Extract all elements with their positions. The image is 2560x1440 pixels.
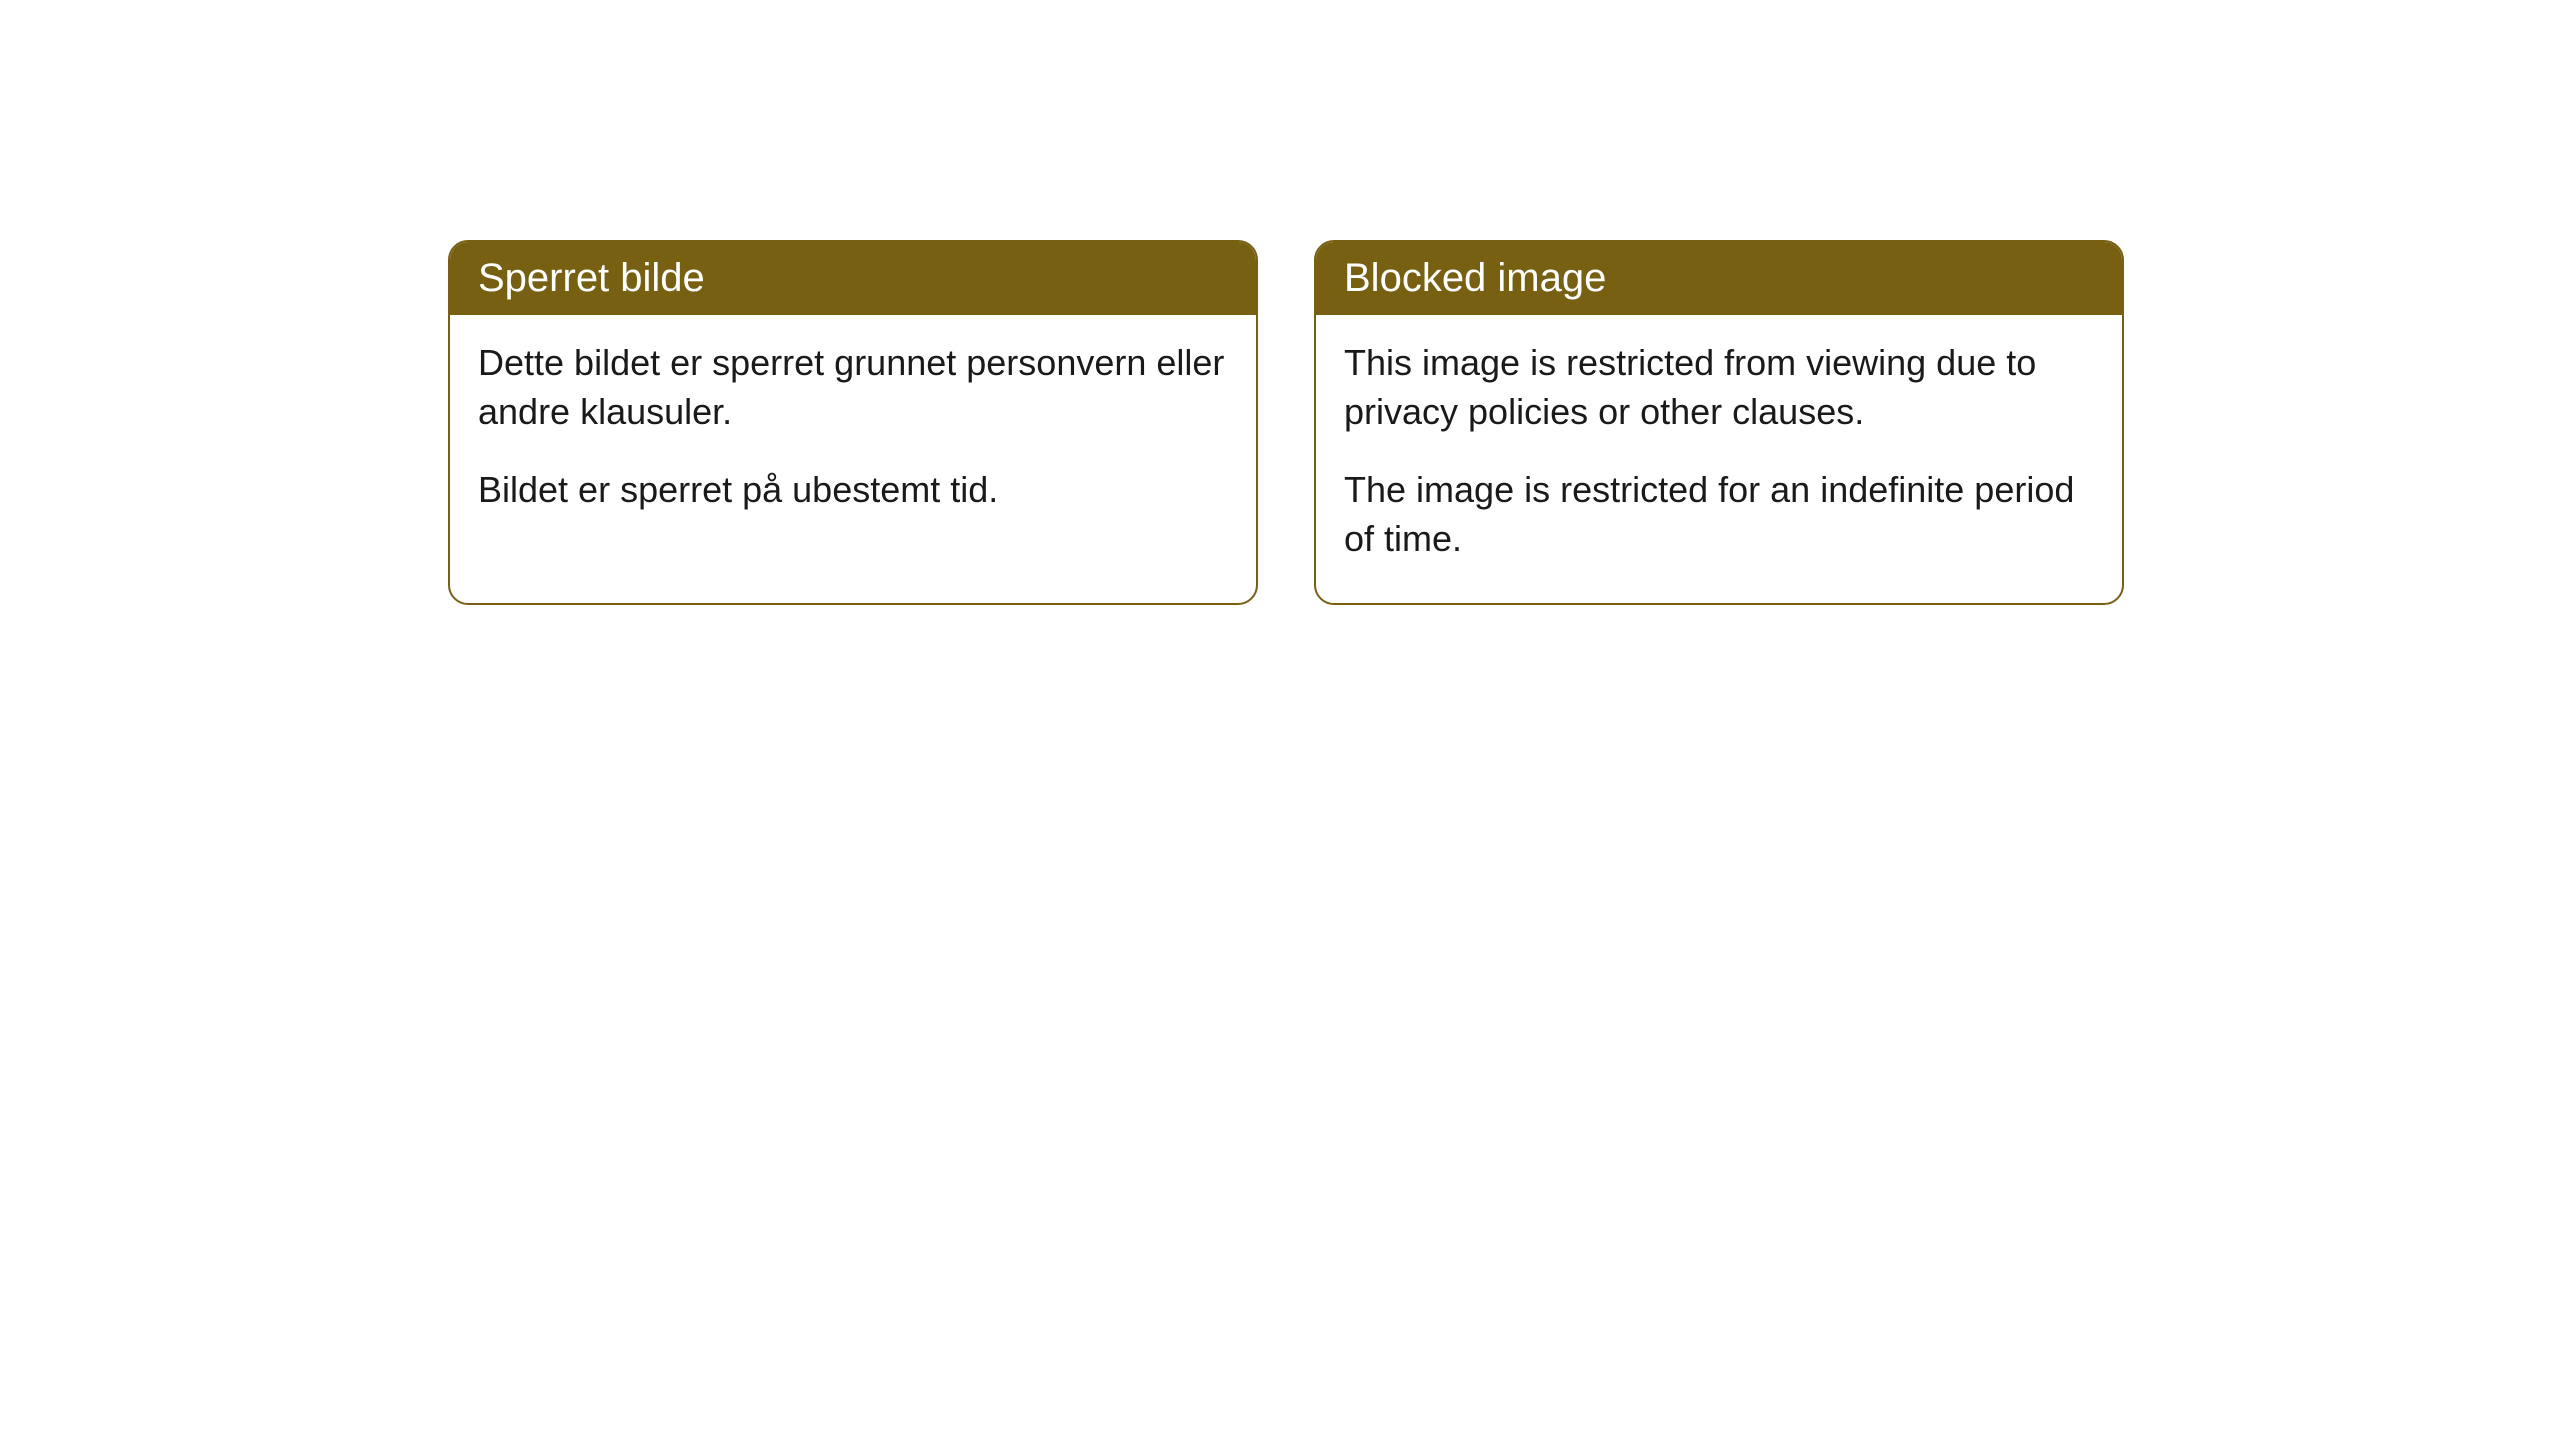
card-title: Sperret bilde	[450, 242, 1256, 315]
card-paragraph: The image is restricted for an indefinit…	[1344, 466, 2094, 563]
card-body: This image is restricted from viewing du…	[1316, 315, 2122, 603]
card-paragraph: This image is restricted from viewing du…	[1344, 339, 2094, 436]
blocked-image-card-english: Blocked image This image is restricted f…	[1314, 240, 2124, 605]
card-paragraph: Bildet er sperret på ubestemt tid.	[478, 466, 1228, 515]
card-title: Blocked image	[1316, 242, 2122, 315]
blocked-image-card-norwegian: Sperret bilde Dette bildet er sperret gr…	[448, 240, 1258, 605]
card-container: Sperret bilde Dette bildet er sperret gr…	[0, 0, 2560, 605]
card-body: Dette bildet er sperret grunnet personve…	[450, 315, 1256, 555]
card-paragraph: Dette bildet er sperret grunnet personve…	[478, 339, 1228, 436]
